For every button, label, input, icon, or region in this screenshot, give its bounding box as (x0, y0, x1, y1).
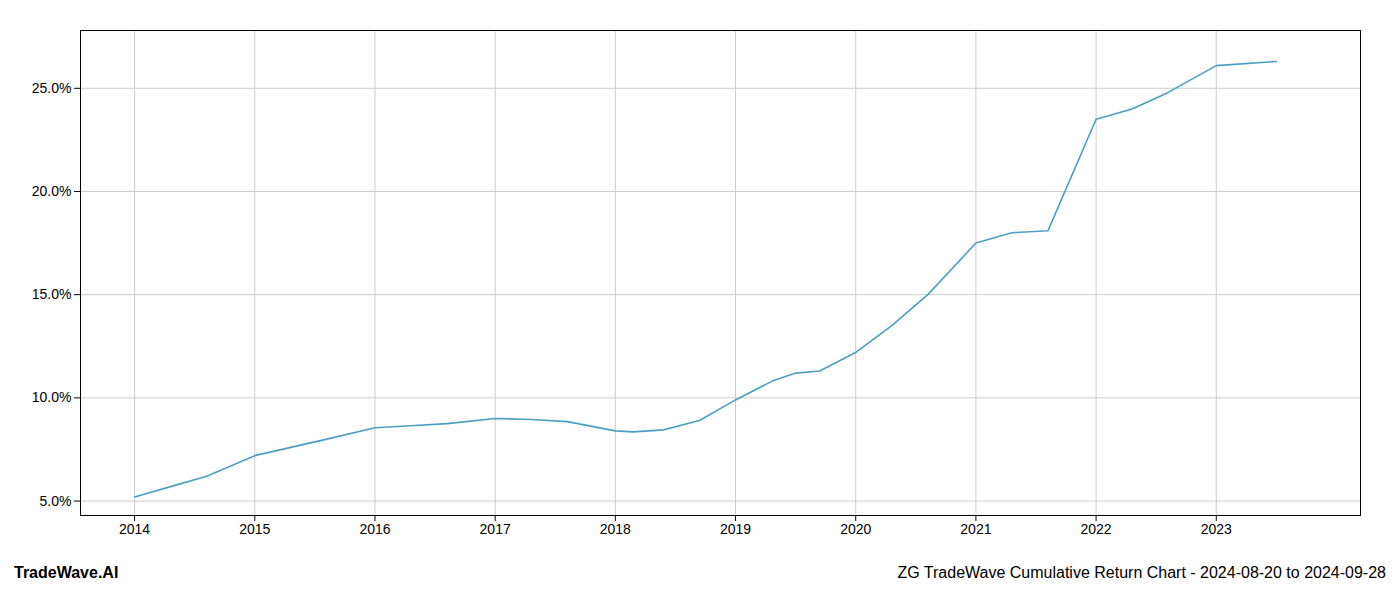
svg-text:2022: 2022 (1081, 521, 1112, 537)
svg-text:10.0%: 10.0% (32, 389, 72, 405)
svg-text:2019: 2019 (720, 521, 751, 537)
svg-text:2016: 2016 (359, 521, 390, 537)
svg-text:5.0%: 5.0% (40, 493, 72, 509)
svg-text:2023: 2023 (1201, 521, 1232, 537)
html-text:TradeWave.AI: TradeWave.AI (14, 564, 119, 581)
svg-text:2020: 2020 (840, 521, 871, 537)
html-text:ZG TradeWave Cumulative Return: ZG TradeWave Cumulative Return Chart - 2… (897, 564, 1386, 581)
svg-text:2014: 2014 (119, 521, 150, 537)
svg-text:2017: 2017 (480, 521, 511, 537)
svg-text:2015: 2015 (239, 521, 270, 537)
svg-text:2018: 2018 (600, 521, 631, 537)
svg-text:15.0%: 15.0% (32, 286, 72, 302)
svg-text:20.0%: 20.0% (32, 183, 72, 199)
svg-text:25.0%: 25.0% (32, 80, 72, 96)
svg-text:2021: 2021 (960, 521, 991, 537)
